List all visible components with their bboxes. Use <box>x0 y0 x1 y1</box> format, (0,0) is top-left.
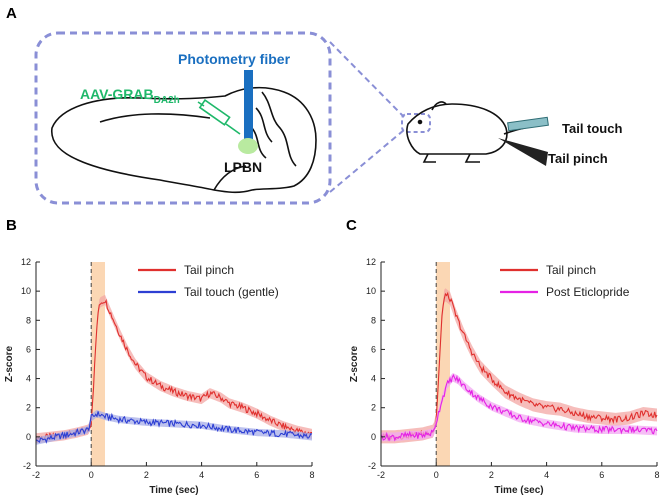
series-line-2 <box>35 411 313 444</box>
x-tick-label: 4 <box>544 470 549 480</box>
series-line-1 <box>35 298 313 444</box>
virus-label: AAV-GRABDA2h <box>80 86 180 106</box>
callout-box <box>34 31 332 205</box>
x-tick-label: 8 <box>654 470 659 480</box>
tail-pinch-tool <box>498 138 548 166</box>
x-tick-label: 0 <box>434 470 439 480</box>
lpbn-region <box>238 138 258 154</box>
series-line-2 <box>380 373 658 442</box>
brain-outline <box>51 86 317 194</box>
y-tick-label: 12 <box>21 257 31 267</box>
x-tick-label: 2 <box>144 470 149 480</box>
panel-letter-a: A <box>6 5 17 22</box>
y-axis-label: Z-score <box>349 346 360 383</box>
x-tick-label: 8 <box>309 470 314 480</box>
tail-touch-tool <box>507 116 549 132</box>
fiber-label: Photometry fiber <box>178 51 291 67</box>
mouse-head-highlight <box>401 113 431 133</box>
y-tick-label: 0 <box>26 432 31 442</box>
y-tick-label: 4 <box>26 374 31 384</box>
y-axis-label: Z-score <box>4 346 15 383</box>
callout-connector-bottom <box>329 129 405 193</box>
panel-letter-c: C <box>346 217 357 234</box>
lpbn-label: LPBN <box>224 159 262 175</box>
x-axis-label: Time (sec) <box>149 485 198 496</box>
y-tick-label: 8 <box>371 315 376 325</box>
callout-connector-top <box>329 41 405 118</box>
y-tick-label: -2 <box>23 461 31 471</box>
chart-c: Tail pinch Post Eticlopride -2 0 2 4 6 8 10 12 -2 0… <box>349 257 660 496</box>
stimulus-window <box>436 262 450 466</box>
stimulus-window <box>91 262 105 466</box>
x-tick-label: -2 <box>377 470 385 480</box>
x-tick-label: 0 <box>89 470 94 480</box>
y-tick-label: 6 <box>26 344 31 354</box>
x-tick-label: 6 <box>254 470 259 480</box>
tail-pinch-label: Tail pinch <box>548 151 608 166</box>
y-tick-label: 2 <box>371 403 376 413</box>
legend-label-2: Post Eticlopride <box>546 285 630 299</box>
x-axis-label: Time (sec) <box>494 485 543 496</box>
legend-label-2: Tail touch (gentle) <box>184 285 279 299</box>
x-tick-label: 6 <box>599 470 604 480</box>
y-tick-label: 10 <box>21 286 31 296</box>
y-tick-label: 0 <box>371 432 376 442</box>
photometry-fiber <box>244 70 253 142</box>
x-tick-label: 4 <box>199 470 204 480</box>
y-tick-label: 12 <box>366 257 376 267</box>
x-tick-label: 2 <box>489 470 494 480</box>
y-tick-label: 6 <box>371 344 376 354</box>
y-tick-label: 4 <box>371 374 376 384</box>
legend-label-1: Tail pinch <box>184 263 234 277</box>
y-tick-label: -2 <box>368 461 376 471</box>
y-tick-label: 10 <box>366 286 376 296</box>
panel-letter-b: B <box>6 217 17 234</box>
tail-touch-label: Tail touch <box>562 121 622 136</box>
x-tick-label: -2 <box>32 470 40 480</box>
y-tick-label: 8 <box>26 315 31 325</box>
legend-label-1: Tail pinch <box>546 263 596 277</box>
chart-b: Tail pinch Tail touch (gentle) -2 0 2 4 6 8 10 12… <box>4 257 315 496</box>
syringe-icon <box>197 99 241 135</box>
y-tick-label: 2 <box>26 403 31 413</box>
